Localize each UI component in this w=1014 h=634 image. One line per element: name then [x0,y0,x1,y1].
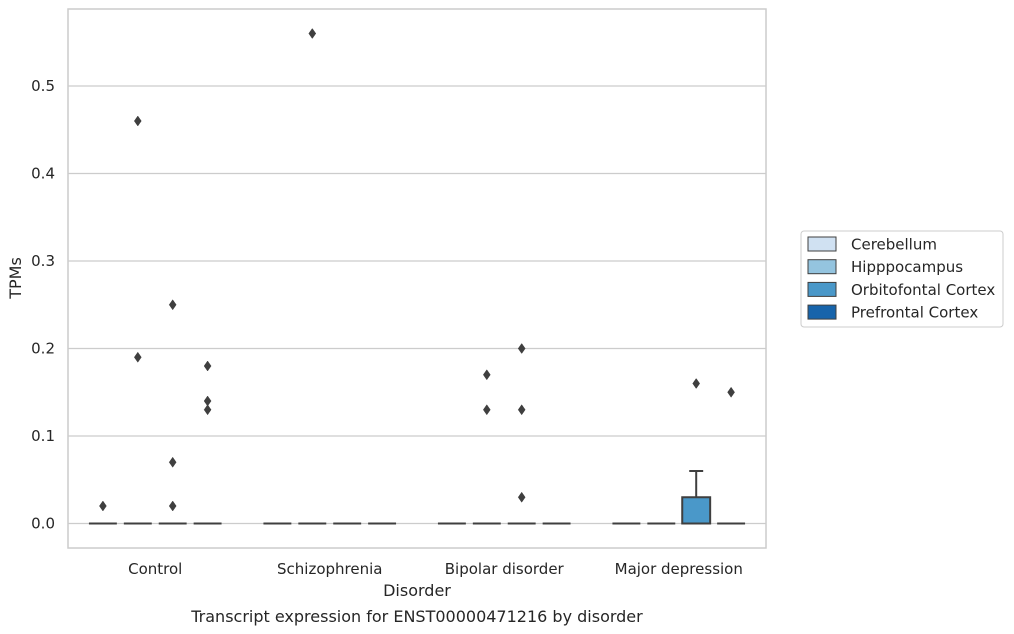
outlier-point [133,351,142,363]
outlier-point [168,456,177,468]
y-tick-label: 0.0 [31,515,55,533]
outlier-point [692,378,701,389]
legend-frame [800,230,1004,328]
outlier-point [727,386,735,398]
outlier-point [203,360,212,372]
x-tick-label: Bipolar disorder [445,560,565,578]
y-tick-label: 0.3 [31,252,55,270]
outlier-point [133,115,142,127]
outlier-point [517,343,526,354]
outlier-point [482,404,491,416]
y-tick-label: 0.1 [31,427,55,445]
legend-entries: Cerebellum Hipppocampus Orbitofontal Corte… [807,236,995,322]
outlier-point [168,299,177,311]
y-tick-label: 0.2 [31,340,55,358]
x-tick-labels: Control Schizophrenia Bipolar disorder Majo… [128,560,743,578]
x-tick-label: Schizophrenia [277,560,382,578]
plot-area [68,9,766,548]
outliers-layer [99,28,735,512]
outlier-point [517,491,526,503]
chart-caption: Transcript expression for ENST0000047121… [190,607,643,626]
box-group [681,470,712,525]
y-tick-labels: 0.0 0.1 0.2 0.3 0.4 0.5 [31,77,55,533]
box [681,496,712,525]
y-tick-label: 0.4 [31,165,55,183]
x-axis-title: Disorder [383,581,451,600]
legend-label: Orbitofontal Cortex [851,281,995,299]
legend-swatch [807,304,837,320]
y-tick-label: 0.5 [31,77,55,95]
legend-swatch [807,236,837,252]
outlier-point [308,28,317,39]
outlier-point [482,369,491,381]
plot-frame [67,8,767,549]
legend-swatch [807,281,837,297]
outlier-point [168,500,177,512]
boxes-layer [88,470,746,525]
outlier-point [517,404,526,416]
legend-label: Cerebellum [851,236,937,254]
legend-label: Hipppocampus [851,258,963,276]
outlier-point [203,404,212,416]
legend-swatch [807,259,837,275]
x-tick-label: Control [128,560,182,578]
legend: Cerebellum Hipppocampus Orbitofontal Corte… [800,230,1004,328]
legend-label: Prefrontal Cortex [851,304,978,322]
x-tick-label: Major depression [615,560,743,578]
outlier-point [99,500,107,512]
y-axis-title: TPMs [6,257,25,300]
